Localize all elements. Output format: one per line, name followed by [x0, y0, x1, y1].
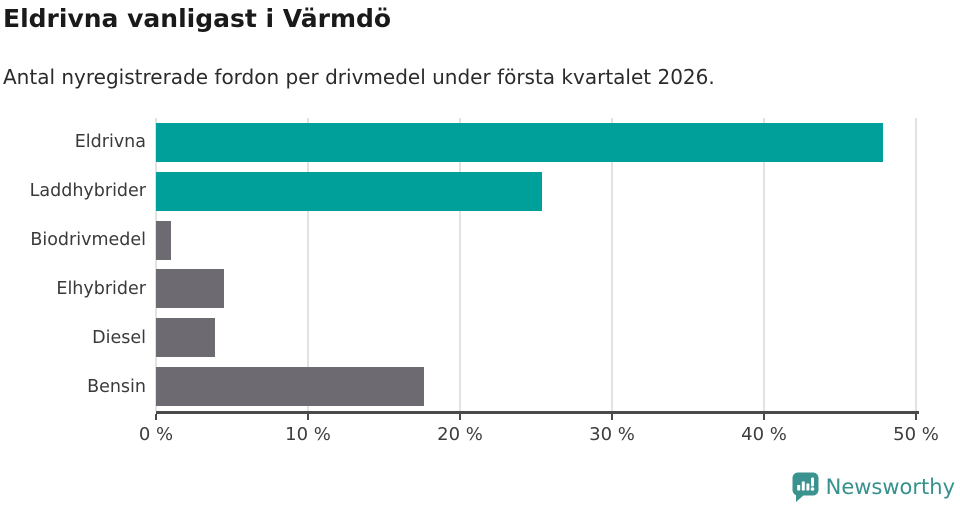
bar-diesel	[156, 318, 216, 358]
x-tick-mark-30	[611, 414, 613, 420]
chart-title: Eldrivna vanligast i Värmdö	[3, 4, 392, 33]
category-label-biodrivmedel: Biodrivmedel	[30, 230, 146, 251]
bar-bensin	[156, 367, 424, 407]
category-axis-labels: Eldrivna Laddhybrider Biodrivmedel Elhybrid…	[0, 118, 146, 411]
chart-subtitle: Antal nyregistrerade fordon per drivmede…	[3, 65, 715, 89]
x-tick-label-20: 20 %	[437, 424, 483, 445]
bar-laddhybrider	[156, 171, 543, 211]
x-tick-label-10: 10 %	[285, 424, 331, 445]
gridline-20	[459, 118, 461, 411]
x-tick-label-0: 0 %	[138, 424, 174, 445]
newsworthy-chart-bubble-icon	[792, 472, 819, 502]
x-tick-mark-0	[155, 414, 157, 420]
gridline-50	[915, 118, 917, 411]
x-axis: 0 % 10 % 20 % 30 % 40 % 50 %	[139, 411, 939, 461]
newsworthy-wordmark: Newsworthy	[825, 475, 955, 499]
category-label-eldrivna: Eldrivna	[74, 132, 146, 153]
gridline-30	[611, 118, 613, 411]
gridline-10	[307, 118, 309, 411]
gridline-40	[763, 118, 765, 411]
bar-biodrivmedel	[156, 220, 172, 260]
category-label-diesel: Diesel	[92, 327, 146, 348]
x-axis-line	[156, 411, 919, 414]
x-tick-mark-40	[763, 414, 765, 420]
x-tick-label-30: 30 %	[589, 424, 635, 445]
x-tick-mark-10	[307, 414, 309, 420]
gridline-0	[155, 118, 157, 411]
bar-elhybrider	[156, 269, 225, 309]
newsworthy-logo[interactable]: Newsworthy	[792, 472, 955, 503]
category-label-laddhybrider: Laddhybrider	[29, 181, 146, 202]
x-tick-label-40: 40 %	[741, 424, 787, 445]
x-tick-mark-20	[459, 414, 461, 420]
x-tick-label-50: 50 %	[893, 424, 939, 445]
x-tick-mark-50	[915, 414, 917, 420]
bar-eldrivna	[156, 122, 883, 162]
category-label-elhybrider: Elhybrider	[56, 278, 146, 299]
plot-area	[155, 118, 917, 411]
category-label-bensin: Bensin	[87, 376, 146, 397]
